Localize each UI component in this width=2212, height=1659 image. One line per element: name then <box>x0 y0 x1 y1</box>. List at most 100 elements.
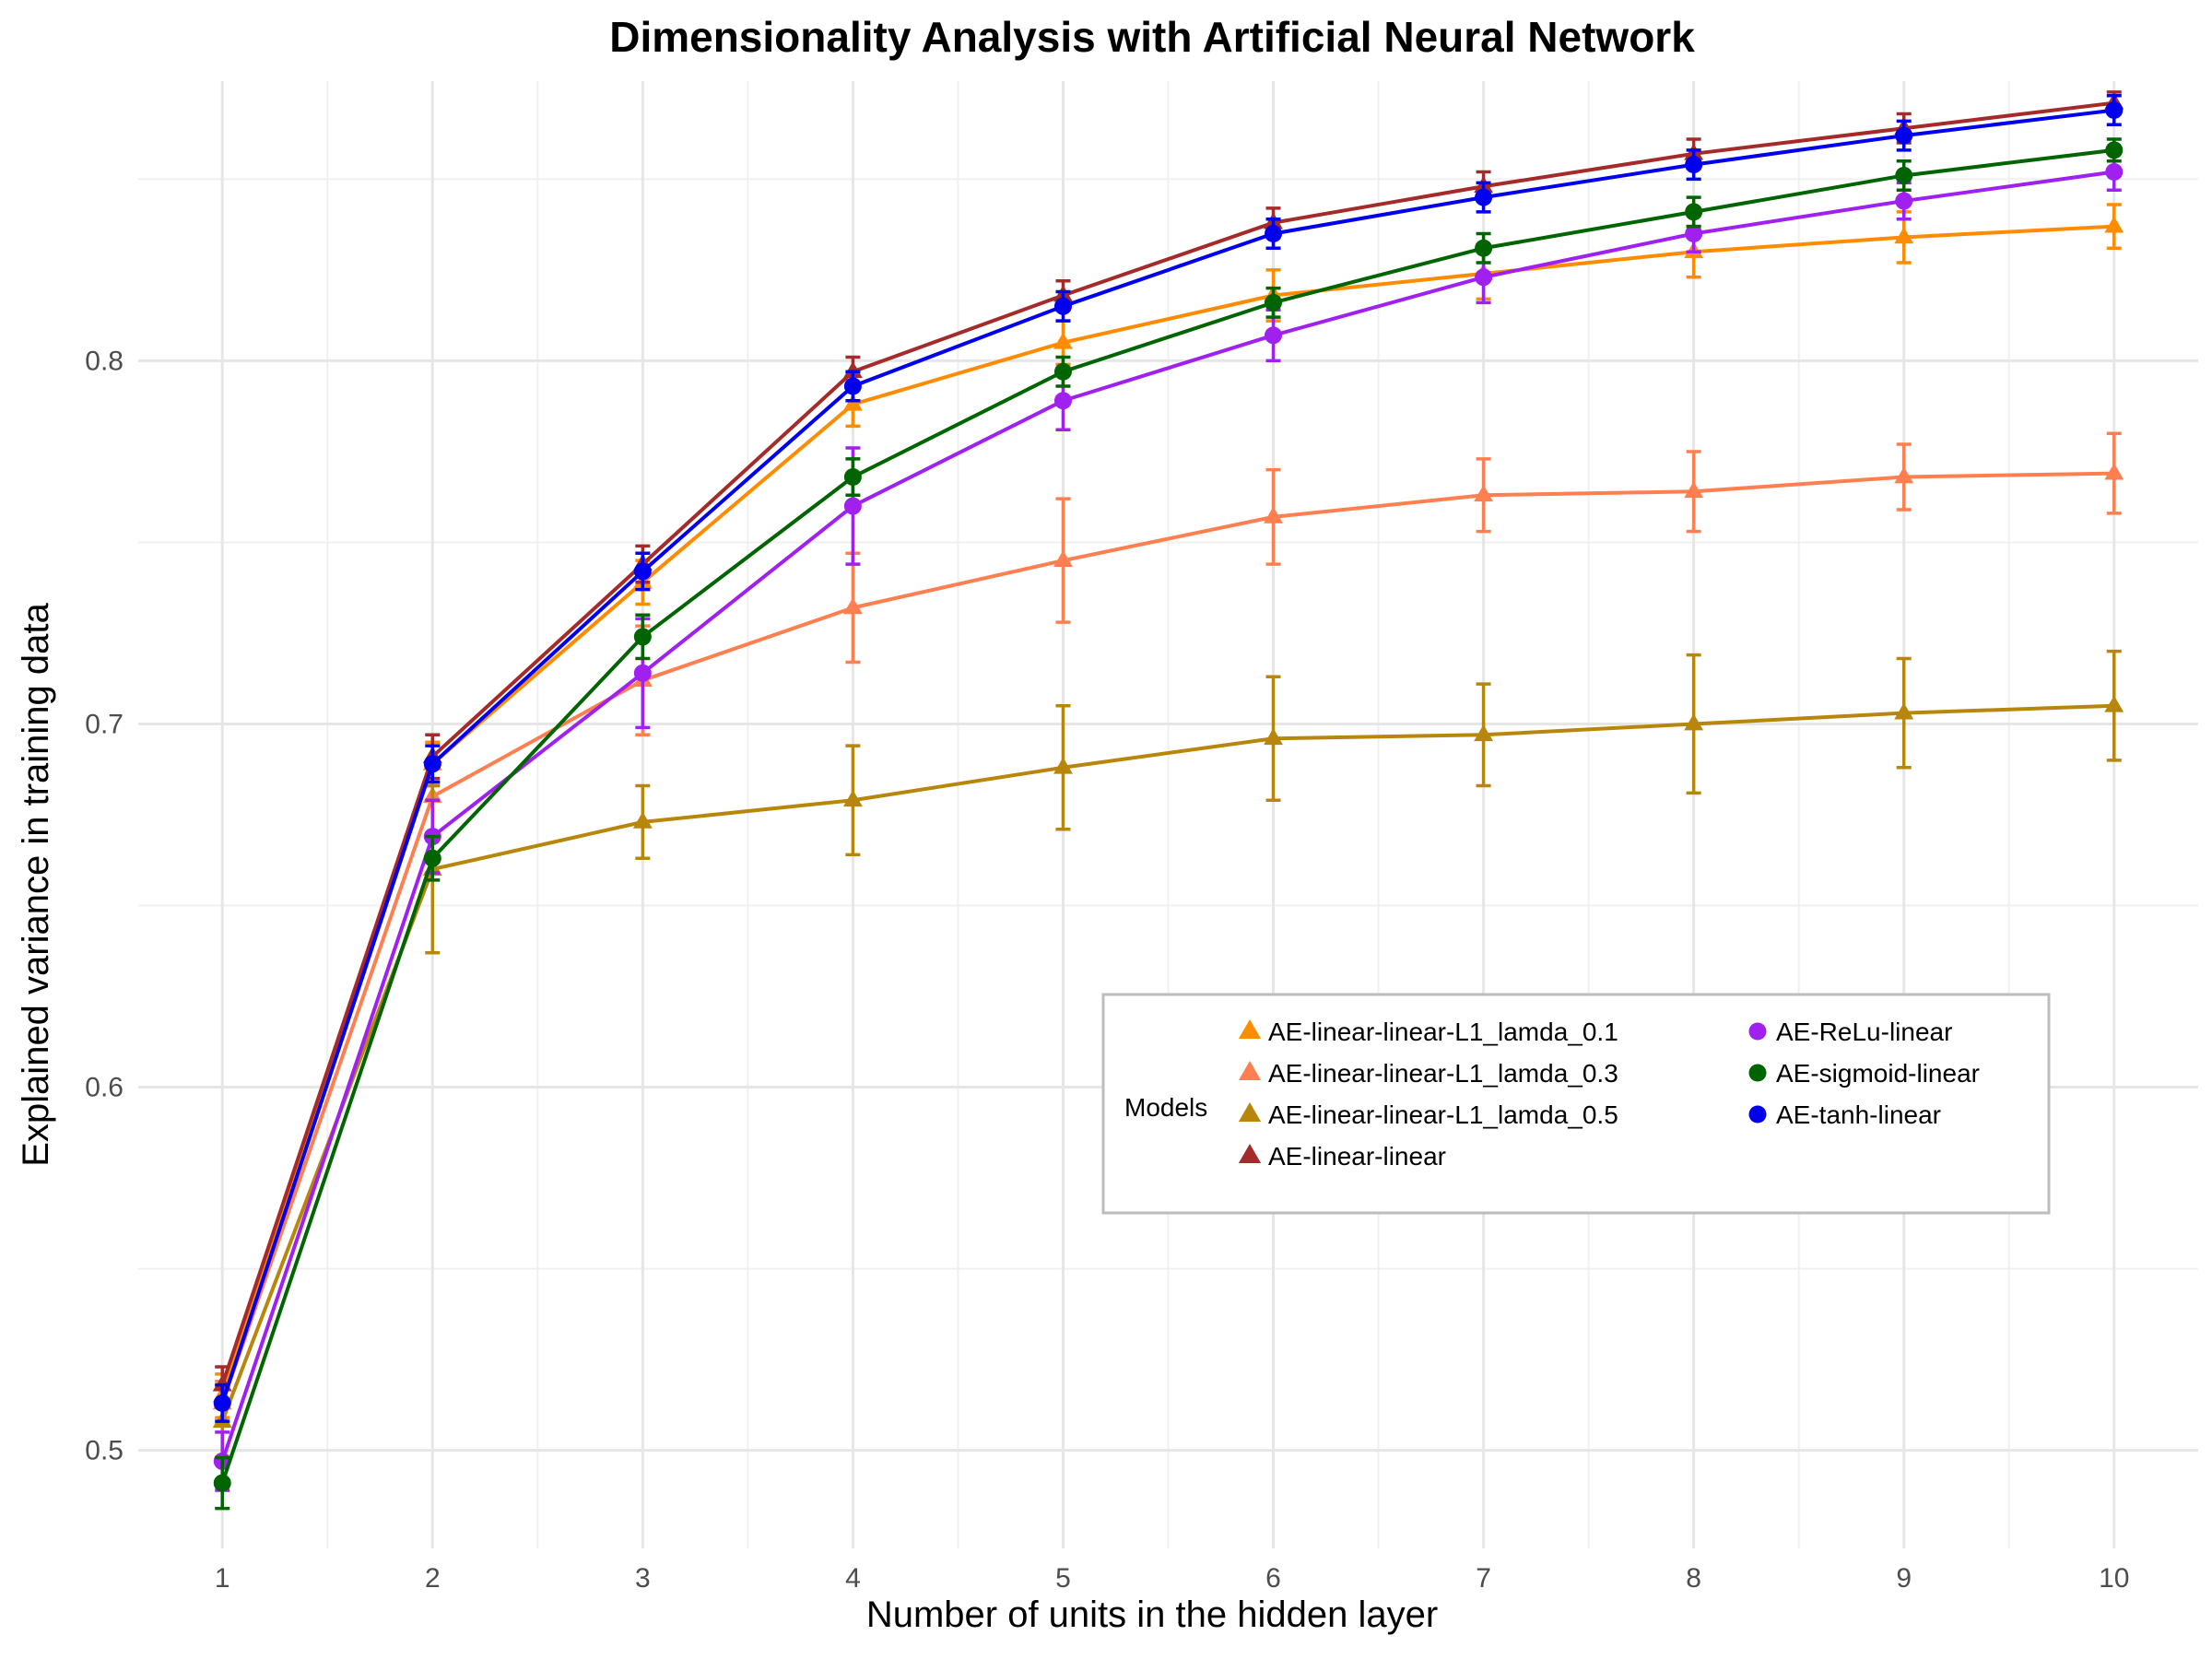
y-tick-labels: 0.5 0.6 0.7 0.8 <box>85 346 124 1465</box>
legend: Models AE-linear-linear-L1_lamda_0.1AE-l… <box>1101 993 2051 1215</box>
series-line <box>220 108 2115 1405</box>
series-line <box>220 170 2115 1463</box>
data-point <box>213 1394 231 1412</box>
data-point <box>213 1474 231 1492</box>
series-line <box>220 100 2115 1386</box>
x-axis-label: Number of units in the hidden layer <box>866 1594 1438 1635</box>
legend-key <box>1748 1022 1767 1041</box>
x-tick-label: 9 <box>1896 1563 1912 1594</box>
legend-title: Models <box>1124 1093 1207 1122</box>
series-line <box>220 224 2114 1397</box>
legend-key <box>1238 1102 1262 1122</box>
data-point <box>2105 163 2124 182</box>
data-point <box>2105 141 2124 159</box>
data-point <box>633 562 652 581</box>
data-point <box>843 468 862 487</box>
series-layer <box>212 90 2124 1511</box>
legend-key <box>1238 1144 1262 1163</box>
data-point <box>842 790 863 807</box>
legend-item: AE-tanh-linear <box>1748 1100 1941 1129</box>
data-point <box>1475 268 1493 287</box>
data-point <box>843 377 862 395</box>
data-point <box>633 664 652 682</box>
legend-box <box>1101 993 2051 1215</box>
data-point <box>842 361 863 379</box>
legend-key <box>1238 1061 1262 1080</box>
data-point <box>1053 332 1073 349</box>
x-tick-label: 5 <box>1055 1563 1071 1594</box>
series-line <box>220 147 2115 1484</box>
data-point <box>1265 293 1283 312</box>
data-point <box>1894 702 1914 720</box>
series-AE-linear-linear-L1_lamda_0.5 <box>212 649 2124 1460</box>
y-tick-label: 0.6 <box>85 1073 124 1103</box>
legend-label: AE-ReLu-linear <box>1776 1018 1952 1046</box>
x-tick-label: 6 <box>1265 1563 1281 1594</box>
data-point <box>1053 362 1072 381</box>
legend-label: AE-linear-linear-L1_lamda_0.1 <box>1268 1018 1618 1046</box>
data-point <box>423 755 441 773</box>
data-point <box>2105 101 2124 120</box>
data-point <box>1684 713 1704 731</box>
data-point <box>1895 192 1913 210</box>
data-point <box>2104 463 2124 480</box>
legend-item: AE-linear-linear-L1_lamda_0.1 <box>1238 1018 1618 1046</box>
legend-entries: AE-linear-linear-L1_lamda_0.1 AE-linear-l… <box>1238 1018 1980 1171</box>
x-tick-label: 3 <box>635 1563 651 1594</box>
x-tick-label: 1 <box>215 1563 230 1594</box>
x-tick-label: 2 <box>425 1563 441 1594</box>
legend-label: AE-linear-linear-L1_lamda_0.3 <box>1268 1059 1618 1088</box>
legend-label: AE-sigmoid-linear <box>1776 1059 1980 1088</box>
y-tick-label: 0.5 <box>85 1436 124 1466</box>
x-tick-labels: 1 2 3 4 5 6 7 8 9 10 <box>215 1563 2130 1594</box>
data-point <box>843 497 862 515</box>
data-point <box>1265 326 1283 345</box>
data-point <box>1684 481 1704 499</box>
data-point <box>1895 166 1913 184</box>
data-point <box>1895 126 1913 145</box>
legend-key <box>1238 1019 1262 1039</box>
data-point <box>1053 757 1073 774</box>
series-AE-tanh-linear <box>213 94 2124 1423</box>
legend-item: AE-linear-linear-L1_lamda_0.5 <box>1238 1100 1618 1129</box>
data-point <box>1685 225 1703 243</box>
x-tick-label: 7 <box>1476 1563 1491 1594</box>
legend-label: AE-tanh-linear <box>1776 1100 1941 1129</box>
legend-key <box>1748 1105 1767 1124</box>
data-point <box>2104 216 2124 233</box>
x-tick-label: 10 <box>2099 1563 2129 1594</box>
data-point <box>2104 695 2124 712</box>
legend-key <box>1748 1064 1767 1082</box>
data-point <box>842 597 863 615</box>
data-point <box>1894 227 1914 244</box>
data-point <box>633 628 652 646</box>
data-point <box>1053 392 1072 410</box>
data-point <box>1053 549 1073 568</box>
data-point <box>1475 188 1493 206</box>
series-line <box>220 703 2114 1422</box>
y-axis-label: Explained variance in training data <box>16 603 56 1167</box>
legend-item: AE-linear-linear <box>1238 1142 1446 1171</box>
x-tick-label: 8 <box>1686 1563 1701 1594</box>
legend-label: AE-linear-linear <box>1268 1142 1446 1171</box>
y-tick-label: 0.8 <box>85 346 124 376</box>
series-AE-sigmoid-linear <box>213 137 2124 1511</box>
data-point <box>1264 506 1283 524</box>
data-point <box>1685 203 1703 221</box>
data-point <box>632 811 653 829</box>
legend-item: AE-linear-linear-L1_lamda_0.3 <box>1238 1059 1618 1088</box>
legend-label: AE-linear-linear-L1_lamda_0.5 <box>1268 1100 1618 1129</box>
data-point <box>423 849 441 867</box>
data-point <box>1685 156 1703 174</box>
x-tick-label: 4 <box>845 1563 861 1594</box>
data-point <box>1894 466 1914 484</box>
y-tick-label: 0.7 <box>85 709 124 739</box>
chart-title: Dimensionality Analysis with Artificial … <box>609 13 1695 61</box>
legend-item: AE-ReLu-linear <box>1748 1018 1952 1046</box>
data-point <box>1053 297 1072 315</box>
data-point <box>1474 485 1494 502</box>
data-point <box>1264 728 1283 746</box>
series-line <box>220 471 2114 1405</box>
